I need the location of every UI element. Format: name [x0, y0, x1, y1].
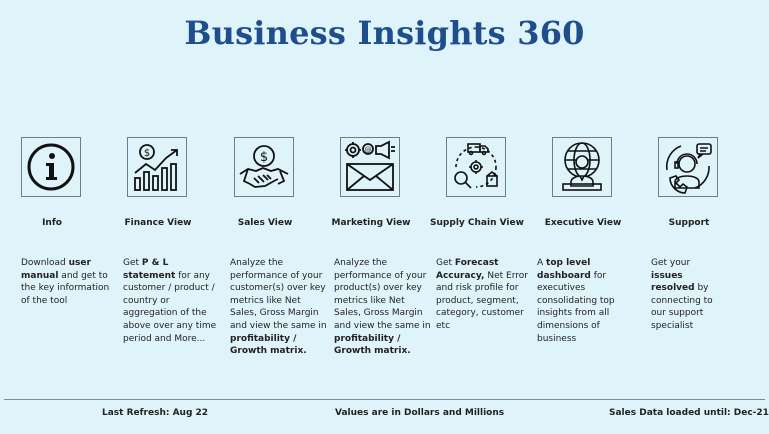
- description-emphasis: Forecast Accuracy,: [436, 258, 499, 281]
- description-emphasis: user manual: [21, 258, 91, 281]
- description-text: Get: [123, 258, 142, 268]
- marketing-envelope-icon[interactable]: @: [340, 137, 400, 197]
- card-description: Get Forecast Accuracy, Net Error and ris…: [436, 257, 534, 333]
- description-text: by connecting to our support specialist: [651, 283, 713, 331]
- description-text: A: [537, 258, 547, 268]
- description-text: Analyze the performance of your product(…: [334, 258, 431, 331]
- svg-text:$: $: [260, 150, 268, 165]
- card-label: Sales View: [237, 218, 293, 228]
- executive-globe-icon[interactable]: [552, 137, 612, 197]
- card-description: Analyze the performance of your product(…: [334, 257, 432, 358]
- card-label: Support: [668, 218, 710, 228]
- card-label: Supply Chain View: [430, 218, 524, 228]
- card-label: Executive View: [544, 218, 622, 228]
- card-description: Download user manual and get to the key …: [21, 257, 119, 307]
- handshake-dollar-icon[interactable]: $: [234, 137, 294, 197]
- card-label: Finance View: [124, 218, 192, 228]
- svg-text:$: $: [144, 148, 150, 159]
- description-text: Analyze the performance of your customer…: [230, 258, 327, 331]
- description-emphasis: profitability / Growth matrix.: [230, 333, 307, 357]
- description-text: and get to the key information of the to…: [21, 270, 110, 306]
- description-emphasis: top level dashboard: [537, 258, 591, 281]
- footer-units-note: Values are in Dollars and Millions: [335, 408, 505, 418]
- page-title: Business Insights 360: [184, 14, 585, 52]
- description-text: Net Error and risk profile for product, …: [436, 270, 528, 331]
- card-label: Info: [42, 218, 62, 228]
- card-description: Get your issues resolved by connecting t…: [651, 257, 723, 333]
- info-icon[interactable]: [21, 137, 81, 197]
- description-text: for executives consolidating top insight…: [537, 270, 615, 344]
- card-label: Marketing View: [331, 218, 411, 228]
- supply-chain-icon[interactable]: [446, 137, 506, 197]
- description-emphasis: P & L statement: [123, 258, 176, 281]
- description-emphasis: issues resolved: [651, 270, 695, 294]
- footer-divider: [4, 399, 765, 400]
- card-description: Analyze the performance of your customer…: [230, 257, 328, 358]
- description-emphasis: profitability / Growth matrix.: [334, 333, 411, 357]
- description-text: Download: [21, 258, 69, 268]
- support-agent-icon[interactable]: [658, 137, 718, 197]
- card-description: A top level dashboard for executives con…: [537, 257, 635, 345]
- footer-sales-data-loaded: Sales Data loaded until: Dec-21: [609, 408, 769, 418]
- finance-chart-icon[interactable]: $: [127, 137, 187, 197]
- svg-text:@: @: [365, 146, 372, 154]
- card-description: Get P & L statement for any customer / p…: [123, 257, 221, 345]
- footer-last-refresh: Last Refresh: Aug 22: [102, 408, 209, 418]
- description-text: Get your: [651, 258, 691, 268]
- description-text: Get: [436, 258, 455, 268]
- description-text: for any customer / product / country or …: [123, 270, 217, 344]
